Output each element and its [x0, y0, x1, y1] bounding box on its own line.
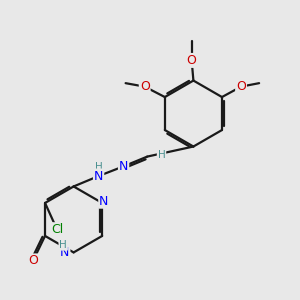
Text: O: O [187, 54, 196, 67]
Text: N: N [94, 169, 103, 182]
Text: O: O [236, 80, 246, 93]
Text: H: H [59, 240, 67, 250]
Text: N: N [99, 195, 109, 208]
Text: O: O [28, 254, 38, 267]
Text: H: H [158, 150, 165, 160]
Text: Cl: Cl [51, 223, 64, 236]
Text: H: H [95, 162, 103, 172]
Text: O: O [140, 80, 150, 93]
Text: N: N [60, 246, 69, 259]
Text: N: N [119, 160, 128, 173]
